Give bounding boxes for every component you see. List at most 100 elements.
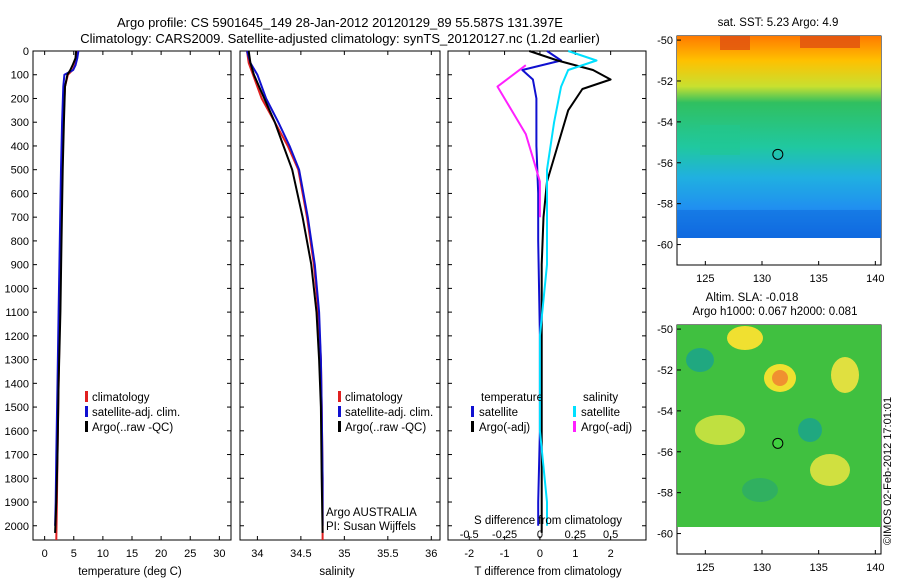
map-y-tick-label: -58 xyxy=(657,199,673,211)
principal-investigator-annotation: PI: Susan Wijffels xyxy=(326,521,416,533)
map-x-tick-label: 130 xyxy=(753,273,771,285)
legend-swatch-argo xyxy=(85,421,88,432)
legend-label-sal-satellite: satellite xyxy=(581,407,620,419)
s-tick-label: 0.25 xyxy=(565,529,586,541)
sla-high-anomaly xyxy=(695,415,745,445)
sst-warm-patch xyxy=(720,36,750,50)
legend-label-climatology: climatology xyxy=(92,392,150,404)
s-tick-label: 0.5 xyxy=(603,529,618,541)
float-program-annotation: Argo AUSTRALIA xyxy=(326,507,417,519)
x-tick-label: 0 xyxy=(42,548,48,560)
sla-map-axes: 125 130 135 140 -50 -52 -54 -56 -58 -60 xyxy=(657,324,884,574)
salinity-x-axis: 34 34.5 35 35.5 36 xyxy=(251,51,437,560)
x-tick-label: 25 xyxy=(184,548,196,560)
map-y-tick-label: -52 xyxy=(657,365,673,377)
x-tick-label: 34 xyxy=(251,548,263,560)
x-tick-label: 30 xyxy=(213,548,225,560)
legend-label-temp-satellite: satellite xyxy=(479,407,518,419)
series-line xyxy=(496,64,541,218)
difference-panel: -2 -1 0 1 2 -0.5 -0.25 0 0.25 0.5 S difference f… xyxy=(447,50,647,578)
series-line xyxy=(528,50,612,533)
map-x-tick-label: 125 xyxy=(696,273,714,285)
x-tick-label: 5 xyxy=(71,548,77,560)
difference-plot-frame xyxy=(447,50,647,541)
legend-swatch-sal-argo xyxy=(573,421,576,432)
x-tick-label: 0 xyxy=(537,548,543,560)
sla-low-anomaly xyxy=(686,348,714,372)
sst-cool-patch xyxy=(700,125,740,155)
legend-swatch-satellite xyxy=(338,406,341,417)
y-tick-label: 900 xyxy=(11,260,29,272)
sla-peak-anomaly xyxy=(772,370,788,386)
sla-map-title: Altim. SLA: -0.018 xyxy=(706,292,799,304)
y-tick-label: 1500 xyxy=(5,402,29,414)
difference-s-axis-label: S difference from climatology xyxy=(474,515,622,527)
sst-map-panel: sat. SST: 5.23 Argo: 4.9 125 130 135 140 -50… xyxy=(657,17,884,285)
map-y-tick-label: -56 xyxy=(657,158,673,170)
legend-swatch-satellite xyxy=(85,406,88,417)
map-x-tick-label: 140 xyxy=(866,273,884,285)
y-tick-label: 100 xyxy=(11,70,29,82)
sst-field xyxy=(677,36,881,238)
map-x-tick-label: 135 xyxy=(809,273,827,285)
x-tick-label: -2 xyxy=(464,548,474,560)
legend-title-salinity: salinity xyxy=(583,392,618,404)
legend-swatch-climatology xyxy=(85,391,88,402)
legend-label-temp-argo: Argo(-adj) xyxy=(479,422,530,434)
legend-title-temperature: temperature xyxy=(481,392,543,404)
x-tick-label: 34.5 xyxy=(290,548,311,560)
y-tick-label: 300 xyxy=(11,117,29,129)
s-tick-label: -0.25 xyxy=(492,529,517,541)
salinity-plot-frame xyxy=(239,50,441,541)
sla-high-anomaly xyxy=(810,454,850,486)
series-line xyxy=(54,50,78,533)
legend-label-climatology: climatology xyxy=(345,392,403,404)
argo-position-marker xyxy=(772,148,784,160)
sst-cool-patch xyxy=(677,210,881,238)
legend-label-argo: Argo(..raw -QC) xyxy=(345,422,426,434)
y-tick-label: 1300 xyxy=(5,355,29,367)
difference-series xyxy=(496,50,612,533)
map-y-tick-label: -52 xyxy=(657,76,673,88)
map-x-tick-label: 130 xyxy=(753,562,771,574)
legend-label-sal-argo: Argo(-adj) xyxy=(581,422,632,434)
map-y-tick-label: -50 xyxy=(657,35,673,47)
sst-map-axes: 125 130 135 140 -50 -52 -54 -56 -58 -60 xyxy=(657,35,884,285)
imos-credit: ©IMOS 02-Feb-2012 17:01:01 xyxy=(882,397,894,545)
x-tick-label: 36 xyxy=(425,548,437,560)
x-tick-label: 15 xyxy=(126,548,138,560)
salinity-legend: climatology satellite-adj. clim. Argo(..… xyxy=(338,391,433,434)
y-tick-label: 500 xyxy=(11,165,29,177)
legend-label-satellite: satellite-adj. clim. xyxy=(92,407,180,419)
y-tick-label: 600 xyxy=(11,188,29,200)
x-tick-label: -1 xyxy=(500,548,510,560)
figure-title-line1: Argo profile: CS 5901645_149 28-Jan-2012… xyxy=(117,15,563,30)
y-tick-label: 1800 xyxy=(5,473,29,485)
y-tick-label: 700 xyxy=(11,212,29,224)
s-tick-label: -0.5 xyxy=(460,529,479,541)
y-tick-label: 1900 xyxy=(5,497,29,509)
difference-t-axis-label: T difference from climatology xyxy=(474,566,621,578)
figure-title-line2: Climatology: CARS2009. Satellite-adjuste… xyxy=(80,31,600,46)
map-y-tick-label: -54 xyxy=(657,406,673,418)
y-tick-label: 1200 xyxy=(5,331,29,343)
y-tick-label: 800 xyxy=(11,236,29,248)
y-tick-label: 1400 xyxy=(5,378,29,390)
y-tick-label: 400 xyxy=(11,141,29,153)
temperature-legend: climatology satellite-adj. clim. Argo(..… xyxy=(85,391,180,434)
temperature-x-axis: 0 5 10 15 20 25 30 xyxy=(42,51,225,560)
sst-warm-patch xyxy=(800,36,860,48)
salinity-x-label: salinity xyxy=(319,566,354,578)
sla-map-panel: Altim. SLA: -0.018 Argo h1000: 0.067 h20… xyxy=(657,292,884,574)
argo-position-marker xyxy=(772,437,784,449)
temperature-panel: 0100200300400500600700800900100011001200… xyxy=(5,46,232,578)
map-y-tick-label: -60 xyxy=(657,240,673,252)
salinity-panel: 34 34.5 35 35.5 36 salinity climatology sate… xyxy=(239,50,441,578)
sla-field xyxy=(677,325,881,527)
map-x-tick-label: 140 xyxy=(866,562,884,574)
x-tick-label: 1 xyxy=(572,548,578,560)
map-y-tick-label: -54 xyxy=(657,117,673,129)
sla-low-anomaly xyxy=(798,418,822,442)
legend-label-argo: Argo(..raw -QC) xyxy=(92,422,173,434)
temperature-series xyxy=(54,50,80,541)
